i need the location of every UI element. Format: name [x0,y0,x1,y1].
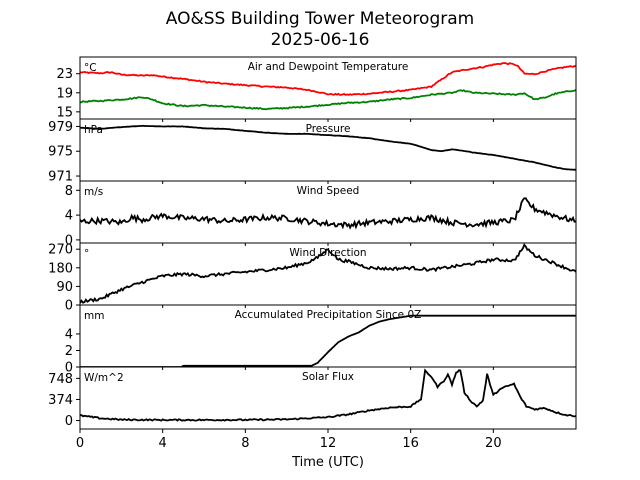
panel-3: 0 90 180 270 ° Wind Direction [48,242,577,314]
y-tick-label: 90 [56,280,73,295]
x-tick-label: 0 [76,436,84,451]
y-tick-label: 0 [65,361,73,376]
y-unit-label: m/s [84,186,103,198]
panel-title: Wind Direction [289,247,366,259]
y-tick-label: 2 [65,344,73,359]
panel-2: 0 4 8 m/s Wind Speed [65,180,577,248]
series-line [80,62,576,96]
y-unit-label: hPa [84,124,103,136]
y-tick-label: 270 [48,243,73,258]
panel-0: 15 19 23 °C Air and Dewpoint Temperature [56,56,577,122]
y-unit-label: °C [84,62,97,74]
y-tick-label: 374 [48,393,73,408]
series-line [80,368,576,422]
x-axis: 0 4 8 12 16 20 [76,436,502,451]
x-tick-label: 4 [159,436,167,451]
y-unit-label: ° [84,248,89,260]
panel-title: Solar Flux [302,371,354,383]
panel-title: Pressure [306,123,351,135]
y-tick-label: 8 [65,184,73,199]
series-line [80,243,576,304]
y-unit-label: mm [84,310,104,322]
y-tick-label: 748 [48,372,73,387]
series-line [80,314,576,367]
x-tick-label: 8 [241,436,249,451]
figure-title: AO&SS Building Tower Meteorogram [166,9,474,29]
figure-subtitle: 2025-06-16 [271,30,370,50]
y-tick-label: 19 [56,86,73,101]
y-tick-label: 0 [65,299,73,314]
panel-title: Wind Speed [297,185,360,197]
y-tick-label: 975 [48,145,73,160]
y-tick-label: 4 [65,209,73,224]
series-line [80,89,576,111]
y-unit-label: W/m^2 [84,372,124,384]
y-tick-label: 23 [56,67,73,82]
x-tick-label: 12 [320,436,337,451]
series-line [80,197,576,230]
x-tick-label: 16 [402,436,419,451]
y-tick-label: 15 [56,105,73,120]
panel-4: 0 2 4 mm Accumulated Precipitation Since 0Z [65,304,577,376]
panel-title: Accumulated Precipitation Since 0Z [235,309,422,321]
y-tick-label: 4 [65,327,73,342]
x-axis-label: Time (UTC) [291,455,364,470]
series-line [80,124,576,171]
y-tick-label: 971 [48,170,73,185]
y-tick-label: 0 [65,414,73,429]
panel-title: Air and Dewpoint Temperature [248,61,409,73]
y-tick-label: 979 [48,120,73,135]
y-tick-label: 0 [65,233,73,248]
y-tick-label: 180 [48,261,73,276]
x-tick-label: 20 [485,436,502,451]
panel-5: 0 374 748 W/m^2 Solar Flux [48,366,577,433]
panel-1: 971 975 979 hPa Pressure [48,118,577,185]
